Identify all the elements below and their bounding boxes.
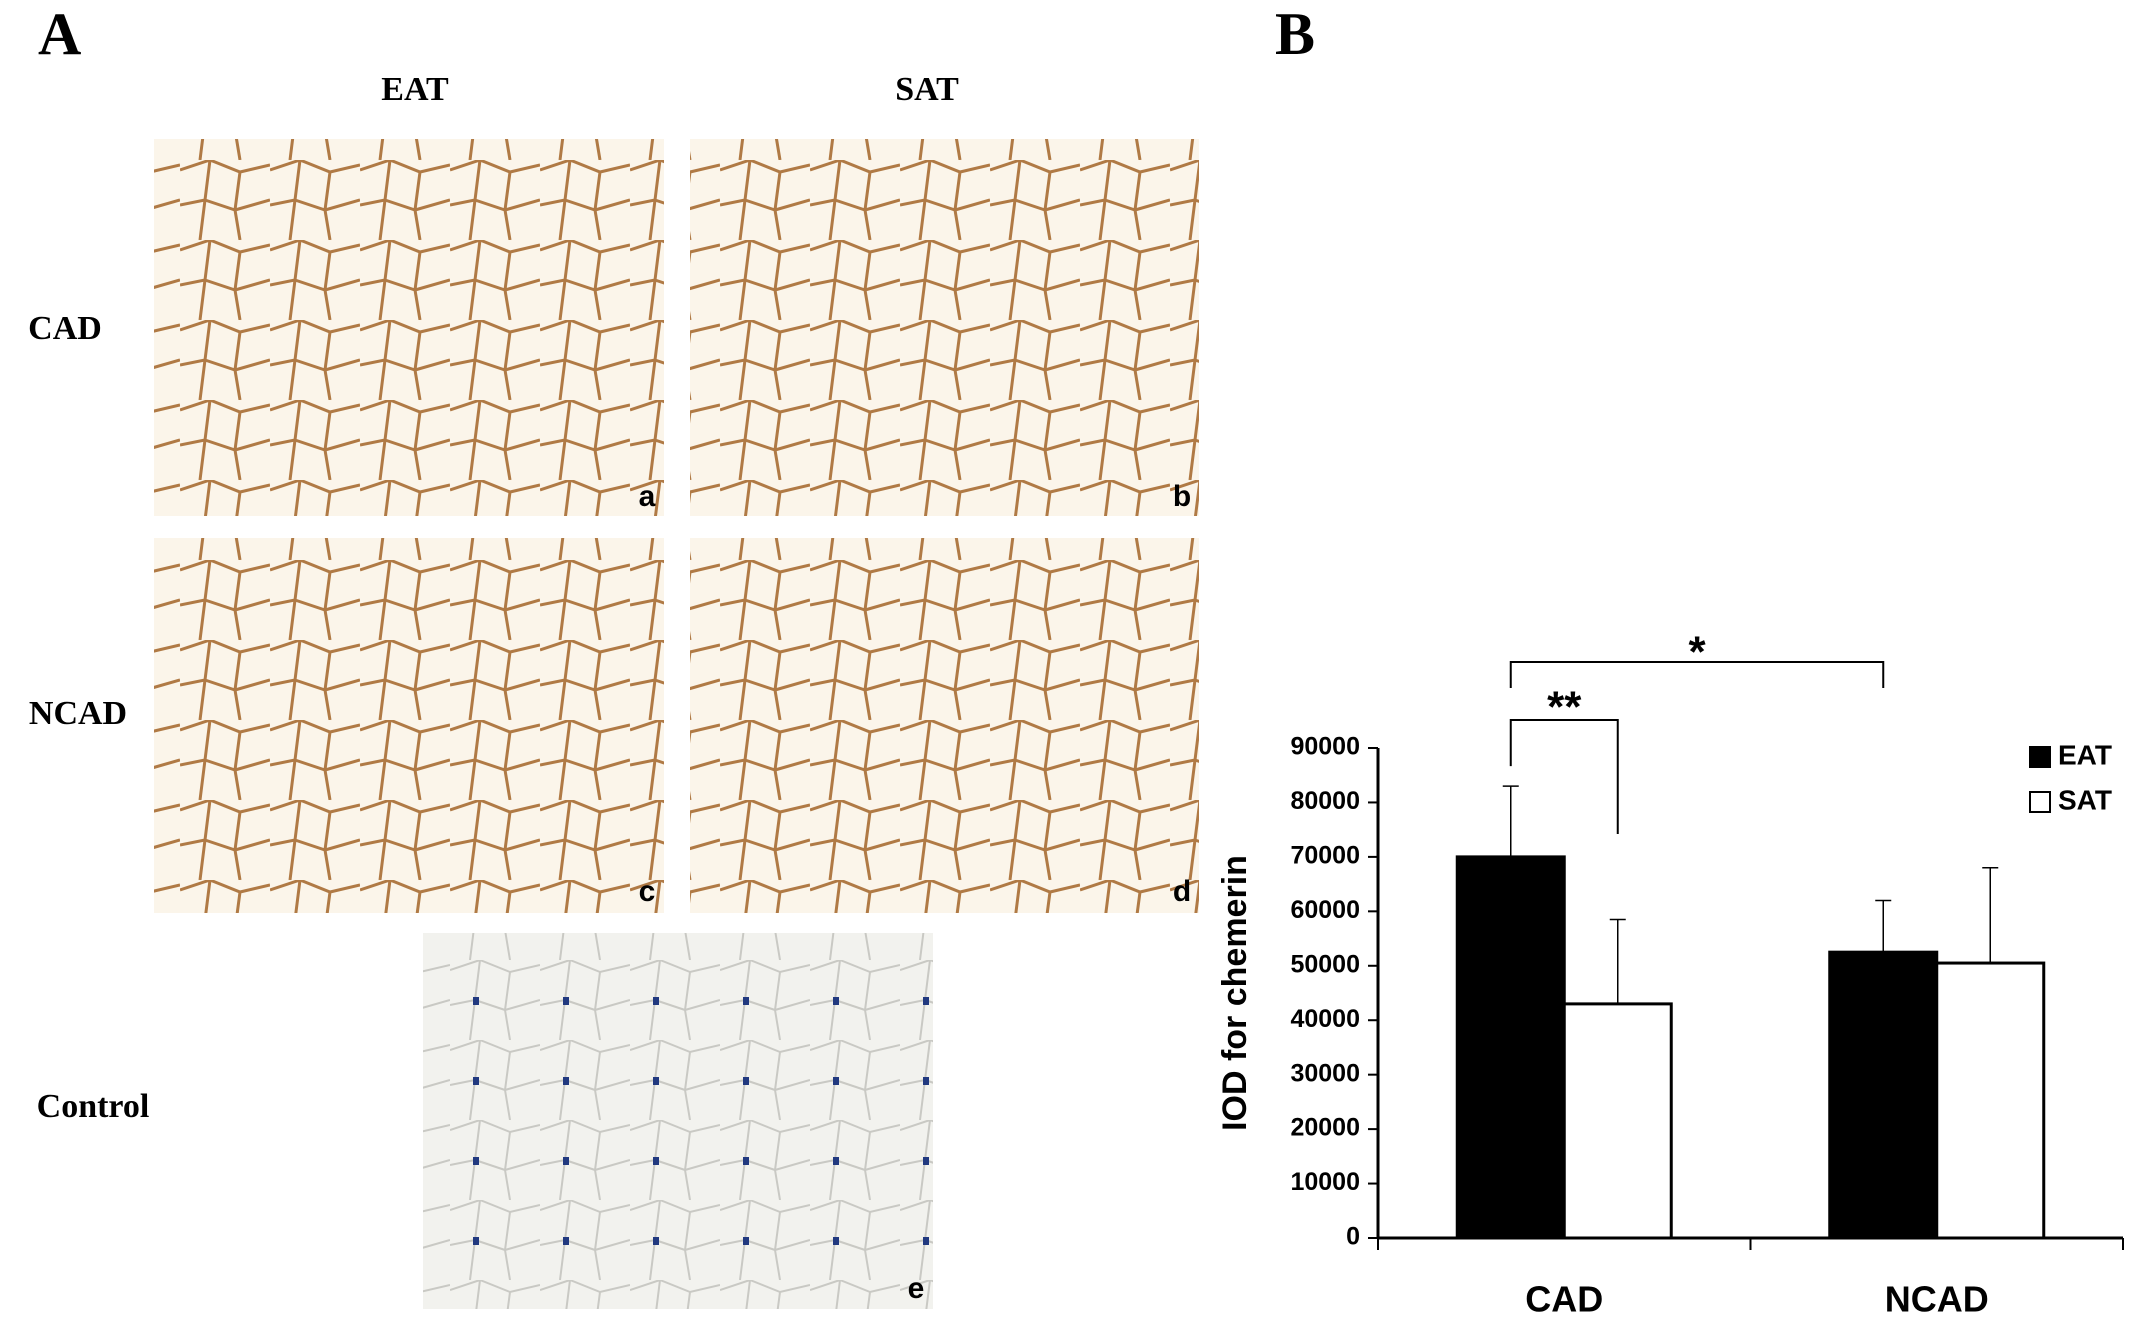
- bar: [1828, 950, 1939, 1240]
- column-label: SAT: [895, 71, 959, 108]
- x-tick-label: CAD: [1525, 1279, 1603, 1320]
- row-label: CAD: [28, 310, 102, 347]
- significance-bracket: [1509, 719, 1619, 834]
- y-tick-label: 90000: [1290, 733, 1360, 761]
- image-label: a: [639, 480, 656, 513]
- y-tick-label: 10000: [1290, 1168, 1360, 1196]
- image-label: d: [1173, 875, 1191, 908]
- significance-bracket: [1509, 661, 1885, 688]
- x-tick-label: NCAD: [1885, 1279, 1989, 1320]
- panel-letter: B: [1275, 1, 1315, 67]
- y-tick-label: 80000: [1290, 787, 1360, 815]
- row-label: NCAD: [29, 695, 127, 732]
- micrograph: [690, 538, 1199, 913]
- legend-label: SAT: [2058, 784, 2112, 815]
- micrograph: [423, 933, 933, 1309]
- panel-letter: A: [38, 1, 81, 67]
- micrograph: [154, 139, 664, 516]
- bar: [1455, 855, 1566, 1240]
- y-tick-label: 30000: [1290, 1059, 1360, 1087]
- significance-label: **: [1547, 683, 1582, 732]
- bar: [1562, 1002, 1673, 1240]
- image-label: c: [639, 875, 656, 908]
- y-tick-label: 50000: [1290, 950, 1360, 978]
- y-tick-label: 20000: [1290, 1114, 1360, 1142]
- column-label: EAT: [381, 71, 449, 108]
- image-label: e: [908, 1272, 925, 1305]
- y-tick-label: 70000: [1290, 841, 1360, 869]
- y-tick-label: 40000: [1290, 1005, 1360, 1033]
- row-label: Control: [37, 1088, 150, 1125]
- micrograph: [690, 139, 1199, 516]
- bar-chart: 0 10000 20000 30000 40000 50000 60000 70000 8000…: [1216, 628, 2124, 1320]
- bar: [1935, 961, 2046, 1240]
- y-tick-label: 60000: [1290, 896, 1360, 924]
- legend-swatch: [2029, 791, 2051, 813]
- legend-swatch: [2029, 746, 2051, 768]
- legend-label: EAT: [2058, 739, 2112, 770]
- significance-label: *: [1688, 628, 1706, 677]
- image-label: b: [1173, 480, 1191, 513]
- y-tick-label: 0: [1346, 1223, 1360, 1251]
- micrograph: [154, 538, 664, 913]
- y-axis-title: IOD for chemerin: [1216, 855, 1254, 1131]
